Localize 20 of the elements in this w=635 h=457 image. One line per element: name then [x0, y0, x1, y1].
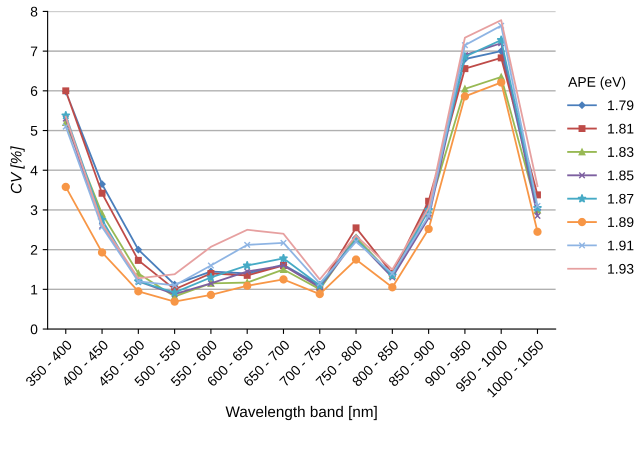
legend-label: 1.93: [608, 264, 634, 274]
y-tick-label: 0: [30, 324, 38, 334]
legend-label: 1.81: [608, 124, 634, 134]
x-axis-title: Wavelength band [nm]: [226, 406, 377, 420]
y-axis-title: CV [%]: [10, 146, 25, 194]
y-tick-label: 6: [30, 86, 38, 96]
y-tick-label: 8: [30, 6, 38, 17]
legend-label: 1.83: [608, 147, 634, 157]
legend-title: APE (eV): [568, 76, 626, 90]
legend-label: 1.89: [608, 217, 634, 228]
legend-label: 1.87: [608, 194, 634, 204]
y-tick-label: 4: [30, 166, 38, 176]
y-tick-label: 5: [30, 126, 38, 136]
legend-label: 1.85: [608, 170, 634, 180]
legend-label: 1.91: [608, 240, 634, 250]
y-tick-label: 2: [30, 244, 38, 255]
y-tick-label: 1: [31, 284, 38, 294]
y-tick-label: 3: [30, 205, 38, 216]
y-tick-label: 7: [30, 46, 38, 56]
legend-label: 1.79: [608, 100, 634, 110]
